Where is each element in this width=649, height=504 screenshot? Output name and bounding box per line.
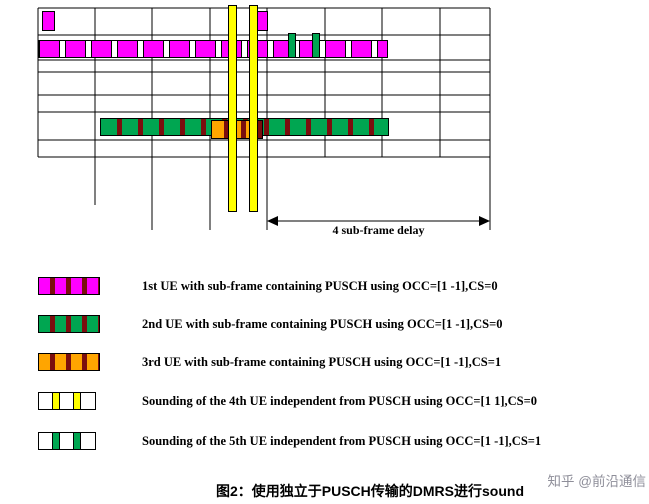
legend-swatch-ue4-sounding [38,392,96,410]
legend-item-ue1: 1st UE with sub-frame containing PUSCH u… [0,277,649,297]
legend-label: 3rd UE with sub-frame containing PUSCH u… [142,355,502,369]
legend-label: Sounding of the 4th UE independent from … [142,394,537,408]
legend-label: 2nd UE with sub-frame containing PUSCH u… [142,317,503,331]
legend-swatch-ue1-pusch [38,277,100,295]
ue5-sounding-bar-1 [288,33,296,58]
ue1-subframe-block-1 [42,11,55,31]
legend-label: 1st UE with sub-frame containing PUSCH u… [142,279,498,293]
legend-item-ue5: Sounding of the 5th UE independent from … [0,432,649,452]
legend-label: Sounding of the 5th UE independent from … [142,434,542,448]
delay-arrow [267,216,490,226]
ue5-sounding-bar-2 [312,33,320,58]
figure-caption: 图2：使用独立于PUSCH传输的DMRS进行sound [215,483,524,499]
watermark: 知乎 @前沿通信 [547,474,646,489]
legend-swatch-ue2-pusch [38,315,100,333]
legend-item-ue2: 2nd UE with sub-frame containing PUSCH u… [0,315,649,335]
legend-swatch-ue3-pusch [38,353,100,371]
ue4-sounding-bar-1 [228,5,237,212]
legend-swatch-ue5-sounding [38,432,96,450]
legend-item-ue4: Sounding of the 4th UE independent from … [0,392,649,412]
legend-item-ue3: 3rd UE with sub-frame containing PUSCH u… [0,353,649,373]
ue4-sounding-bar-2 [249,5,258,212]
ue1-pusch-bar [38,40,388,58]
delay-label: 4 sub-frame delay [332,223,425,237]
